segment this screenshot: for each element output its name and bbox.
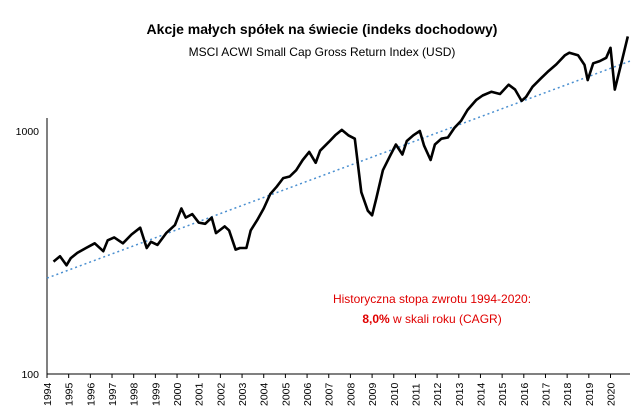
x-tick-label: 1994 <box>42 382 54 406</box>
x-tick-label: 2010 <box>389 382 401 406</box>
x-tick-label: 2016 <box>519 382 531 406</box>
x-tick-label: 2015 <box>497 382 509 406</box>
x-tick-label: 2009 <box>367 382 379 406</box>
y-tick-label: 1000 <box>16 126 40 138</box>
cagr-value: 8,0% <box>362 312 390 326</box>
x-tick-label: 2001 <box>194 382 206 406</box>
x-tick-label: 1997 <box>107 382 119 406</box>
x-tick-label: 2020 <box>605 382 617 406</box>
x-tick-label: 2006 <box>302 382 314 406</box>
annotation-line-2: 8,0% w skali roku (CAGR) <box>362 312 501 326</box>
x-tick-label: 2011 <box>410 383 422 406</box>
x-tick-label: 2013 <box>454 382 466 406</box>
x-tick-label: 2003 <box>237 382 249 406</box>
chart-title: Akcje małych spółek na świecie (indeks d… <box>147 21 498 37</box>
trend-line <box>46 60 631 279</box>
x-axis-ticks: 1994 1995 1996 1997 1998 1999 2000 2001 2002 2003… <box>42 374 617 406</box>
annotation-line-1: Historyczna stopa zwrotu 1994-2020: <box>333 292 531 306</box>
x-tick-label: 1995 <box>64 382 76 406</box>
x-tick-label: 2000 <box>172 382 184 406</box>
y-axis-ticks: 100 1000 <box>16 126 40 381</box>
y-tick-label: 100 <box>21 369 39 381</box>
x-tick-label: 2019 <box>584 382 596 406</box>
index-series-line <box>52 36 630 267</box>
x-tick-label: 1996 <box>85 382 97 406</box>
x-tick-label: 2007 <box>324 382 336 406</box>
x-tick-label: 1998 <box>129 382 141 406</box>
cagr-label: w skali roku (CAGR) <box>390 312 502 326</box>
x-tick-label: 2017 <box>540 382 552 406</box>
x-tick-label: 2014 <box>475 382 487 406</box>
x-tick-label: 2012 <box>432 382 444 406</box>
x-tick-label: 1999 <box>150 382 162 406</box>
x-tick-label: 2005 <box>280 382 292 406</box>
x-tick-label: 2002 <box>215 382 227 406</box>
x-tick-label: 2004 <box>259 382 271 406</box>
x-tick-label: 2008 <box>345 382 357 406</box>
x-tick-label: 2018 <box>562 382 574 406</box>
chart-subtitle: MSCI ACWI Small Cap Gross Return Index (… <box>189 45 456 59</box>
